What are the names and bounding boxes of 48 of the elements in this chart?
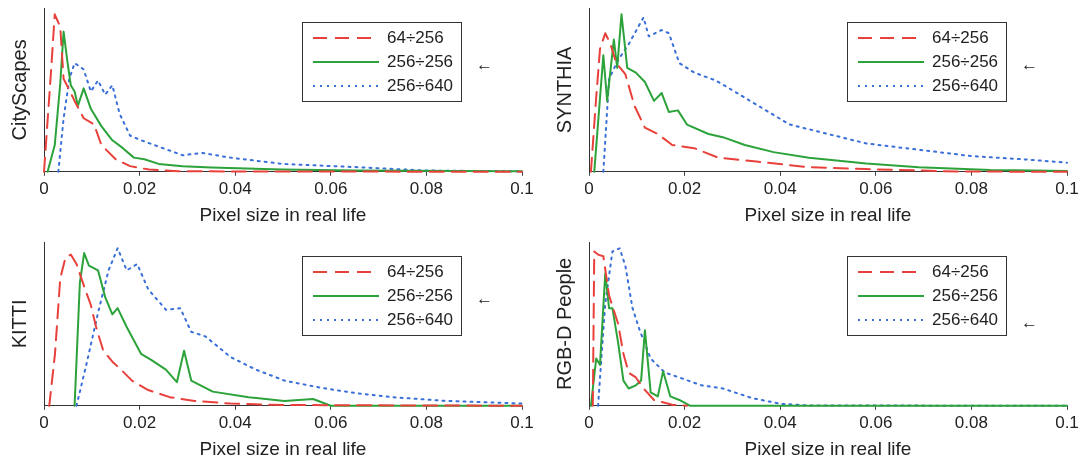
- x-tick-label: 0.02: [668, 412, 702, 432]
- x-tick-label: 0.1: [1055, 178, 1079, 198]
- legend-label: 256÷256: [932, 286, 999, 306]
- legend-label: 256÷640: [932, 310, 999, 330]
- annotation: ←: [476, 55, 493, 75]
- x-tick-label: 0.08: [954, 412, 988, 432]
- x-tick-label: 0: [39, 178, 49, 198]
- x-tick-label: 0.06: [859, 178, 893, 198]
- x-axis-title: Pixel size in real life: [199, 203, 367, 225]
- x-tick-label: 0.1: [510, 178, 534, 198]
- x-axis-title: Pixel size in real life: [744, 437, 912, 459]
- x-tick-label: 0.02: [668, 178, 702, 198]
- y-axis-title: KITTI: [7, 299, 30, 349]
- x-tick-label: 0.02: [123, 178, 157, 198]
- legend-label: 64÷256: [932, 262, 989, 282]
- x-tick-label: 0.04: [218, 412, 252, 432]
- x-tick-label: 0.06: [314, 178, 348, 198]
- x-tick-label: 0: [584, 412, 594, 432]
- x-tick-label: 0.1: [510, 412, 534, 432]
- annotation: ←: [476, 289, 493, 309]
- x-tick-label: 0.02: [123, 412, 157, 432]
- x-tick-label: 0: [39, 412, 49, 432]
- legend-label: 256÷640: [387, 76, 454, 96]
- legend-label: 256÷256: [387, 52, 454, 72]
- x-axis-title: Pixel size in real life: [744, 203, 912, 225]
- annotation: ←: [1021, 313, 1038, 333]
- x-tick-label: 0.08: [409, 178, 443, 198]
- x-tick-label: 0.04: [763, 412, 797, 432]
- legend-label: 256÷640: [932, 76, 999, 96]
- legend-label: 64÷256: [387, 28, 444, 48]
- y-axis-title: RGB-D People: [552, 257, 575, 391]
- legend-label: 64÷256: [932, 28, 989, 48]
- legend-label: 64÷256: [387, 262, 444, 282]
- x-axis-title: Pixel size in real life: [199, 437, 367, 459]
- legend-label: 256÷640: [387, 310, 454, 330]
- y-axis-title: CityScapes: [7, 39, 30, 141]
- x-tick-label: 0.06: [314, 412, 348, 432]
- x-tick-label: 0.04: [763, 178, 797, 198]
- x-tick-label: 0.06: [859, 412, 893, 432]
- annotation: ←: [1021, 55, 1038, 75]
- x-tick-label: 0: [584, 178, 594, 198]
- x-tick-label: 0.1: [1055, 412, 1079, 432]
- x-tick-label: 0.08: [409, 412, 443, 432]
- x-tick-label: 0.04: [218, 178, 252, 198]
- y-axis-title: SYNTHIA: [552, 45, 575, 134]
- legend-label: 256÷256: [932, 52, 999, 72]
- x-tick-label: 0.08: [954, 178, 988, 198]
- legend-label: 256÷256: [387, 286, 454, 306]
